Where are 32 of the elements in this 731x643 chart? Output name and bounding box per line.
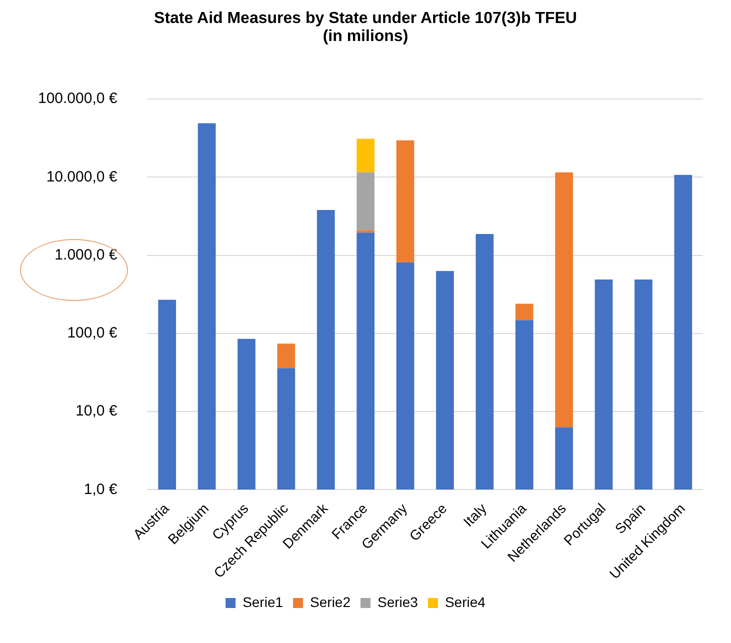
bar <box>356 138 375 172</box>
bar <box>476 234 494 490</box>
bar <box>515 304 534 320</box>
bar <box>316 210 335 490</box>
bar <box>198 123 216 490</box>
bar <box>356 232 375 490</box>
bar <box>594 279 613 490</box>
bar <box>396 140 414 262</box>
bar <box>436 270 454 490</box>
bar <box>396 262 414 490</box>
y-tick-label: 100.000,0 € <box>38 90 118 108</box>
bar <box>674 174 692 490</box>
y-tick-label: 1,0 € <box>84 480 118 498</box>
bar <box>277 344 296 368</box>
bar <box>277 368 296 490</box>
y-tick-label: 1.000,0 € <box>54 246 118 264</box>
legend-label: Serie2 <box>310 594 351 610</box>
bar <box>238 338 256 490</box>
legend-label: Serie4 <box>444 594 486 610</box>
bar <box>555 172 573 428</box>
bar <box>634 279 652 490</box>
y-tick-label: 10.000,0 € <box>46 168 118 186</box>
bar <box>356 230 375 233</box>
legend-label: Serie3 <box>378 594 418 610</box>
bar <box>515 320 534 490</box>
chart-title: State Aid Measures by State under Article 107(3)b TFEU (in milions) <box>153 10 578 46</box>
y-tick-label: 10,0 € <box>76 402 118 420</box>
bar <box>555 427 573 490</box>
y-tick-label: 100,0 € <box>67 324 118 342</box>
legend-label: Serie1 <box>242 594 284 610</box>
bar <box>158 300 176 490</box>
bar <box>356 172 375 230</box>
